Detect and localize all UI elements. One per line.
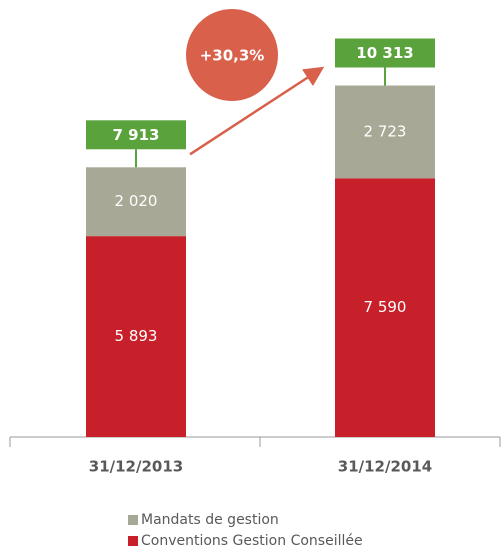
growth-arrow	[189, 66, 325, 156]
data-label: 2 020	[115, 192, 158, 210]
bar-segment	[86, 167, 186, 237]
data-label: 5 893	[115, 327, 158, 345]
growth-bubble	[186, 9, 278, 101]
bar-segment	[335, 85, 435, 179]
total-label: 7 913	[113, 126, 160, 144]
legend-label: Mandats de gestion	[141, 512, 279, 528]
bar-segment	[86, 236, 186, 437]
data-label: 2 723	[364, 122, 407, 140]
growth-label: +30,3%	[200, 47, 265, 65]
total-label: 10 313	[356, 44, 413, 62]
bar-segment	[335, 178, 435, 437]
total-box	[86, 120, 186, 150]
x-tick-label: 31/12/2014	[338, 458, 432, 476]
x-tick-label: 31/12/2013	[89, 458, 183, 476]
legend-label: Conventions Gestion Conseillée	[141, 533, 363, 549]
data-label: 7 590	[364, 298, 407, 316]
legend-swatch	[128, 515, 138, 525]
legend-swatch	[128, 536, 138, 546]
total-box	[335, 38, 435, 68]
